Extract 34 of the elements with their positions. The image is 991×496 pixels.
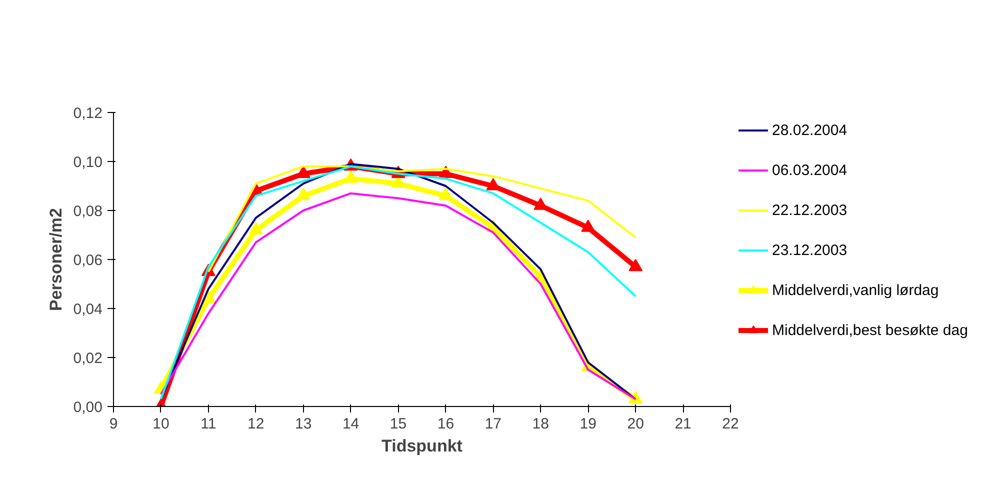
x-tick-label: 10	[152, 416, 170, 432]
x-tick-label: 14	[342, 416, 360, 432]
x-tick-label: 16	[437, 416, 454, 432]
legend-label: 23.12.2003	[772, 242, 848, 258]
y-tick-label: 0,06	[73, 252, 103, 269]
legend-label: Middelverdi,best besøkte dag	[772, 322, 968, 338]
x-tick-label: 22	[722, 416, 739, 432]
x-tick-label: 11	[200, 416, 216, 432]
y-axis-title: Personer/m2	[46, 208, 66, 311]
point	[248, 222, 263, 234]
y-tick-label: 0,12	[73, 105, 103, 122]
x-tick-label: 13	[295, 416, 312, 432]
x-tick-label: 20	[627, 416, 644, 432]
y-tick-label: 0,04	[73, 301, 103, 318]
point	[438, 188, 453, 200]
x-tick-label: 12	[248, 416, 264, 432]
x-tick-label: 18	[532, 416, 549, 432]
point	[296, 188, 310, 200]
x-axis-title: Tidspunkt	[382, 436, 463, 456]
x-tick-label: 9	[109, 416, 118, 432]
x-tick-label: 15	[390, 416, 407, 432]
x-tick-label: 17	[484, 416, 502, 432]
y-tick-label: 0,02	[73, 350, 103, 367]
x-tick-label: 21	[674, 416, 692, 432]
legend-label: 22.12.2003	[772, 202, 848, 218]
legend-label: Middelverdi,vanlig lørdag	[772, 282, 939, 298]
legend-label: 28.02.2004	[772, 122, 848, 138]
y-tick-label: 0,10	[73, 154, 103, 171]
y-tick-label: 0,00	[73, 399, 103, 416]
point	[581, 220, 596, 232]
point	[628, 258, 643, 272]
legend-label: 06.03.2004	[772, 162, 848, 178]
x-tick-label: 19	[580, 416, 596, 432]
y-tick-label: 0,08	[73, 203, 103, 220]
